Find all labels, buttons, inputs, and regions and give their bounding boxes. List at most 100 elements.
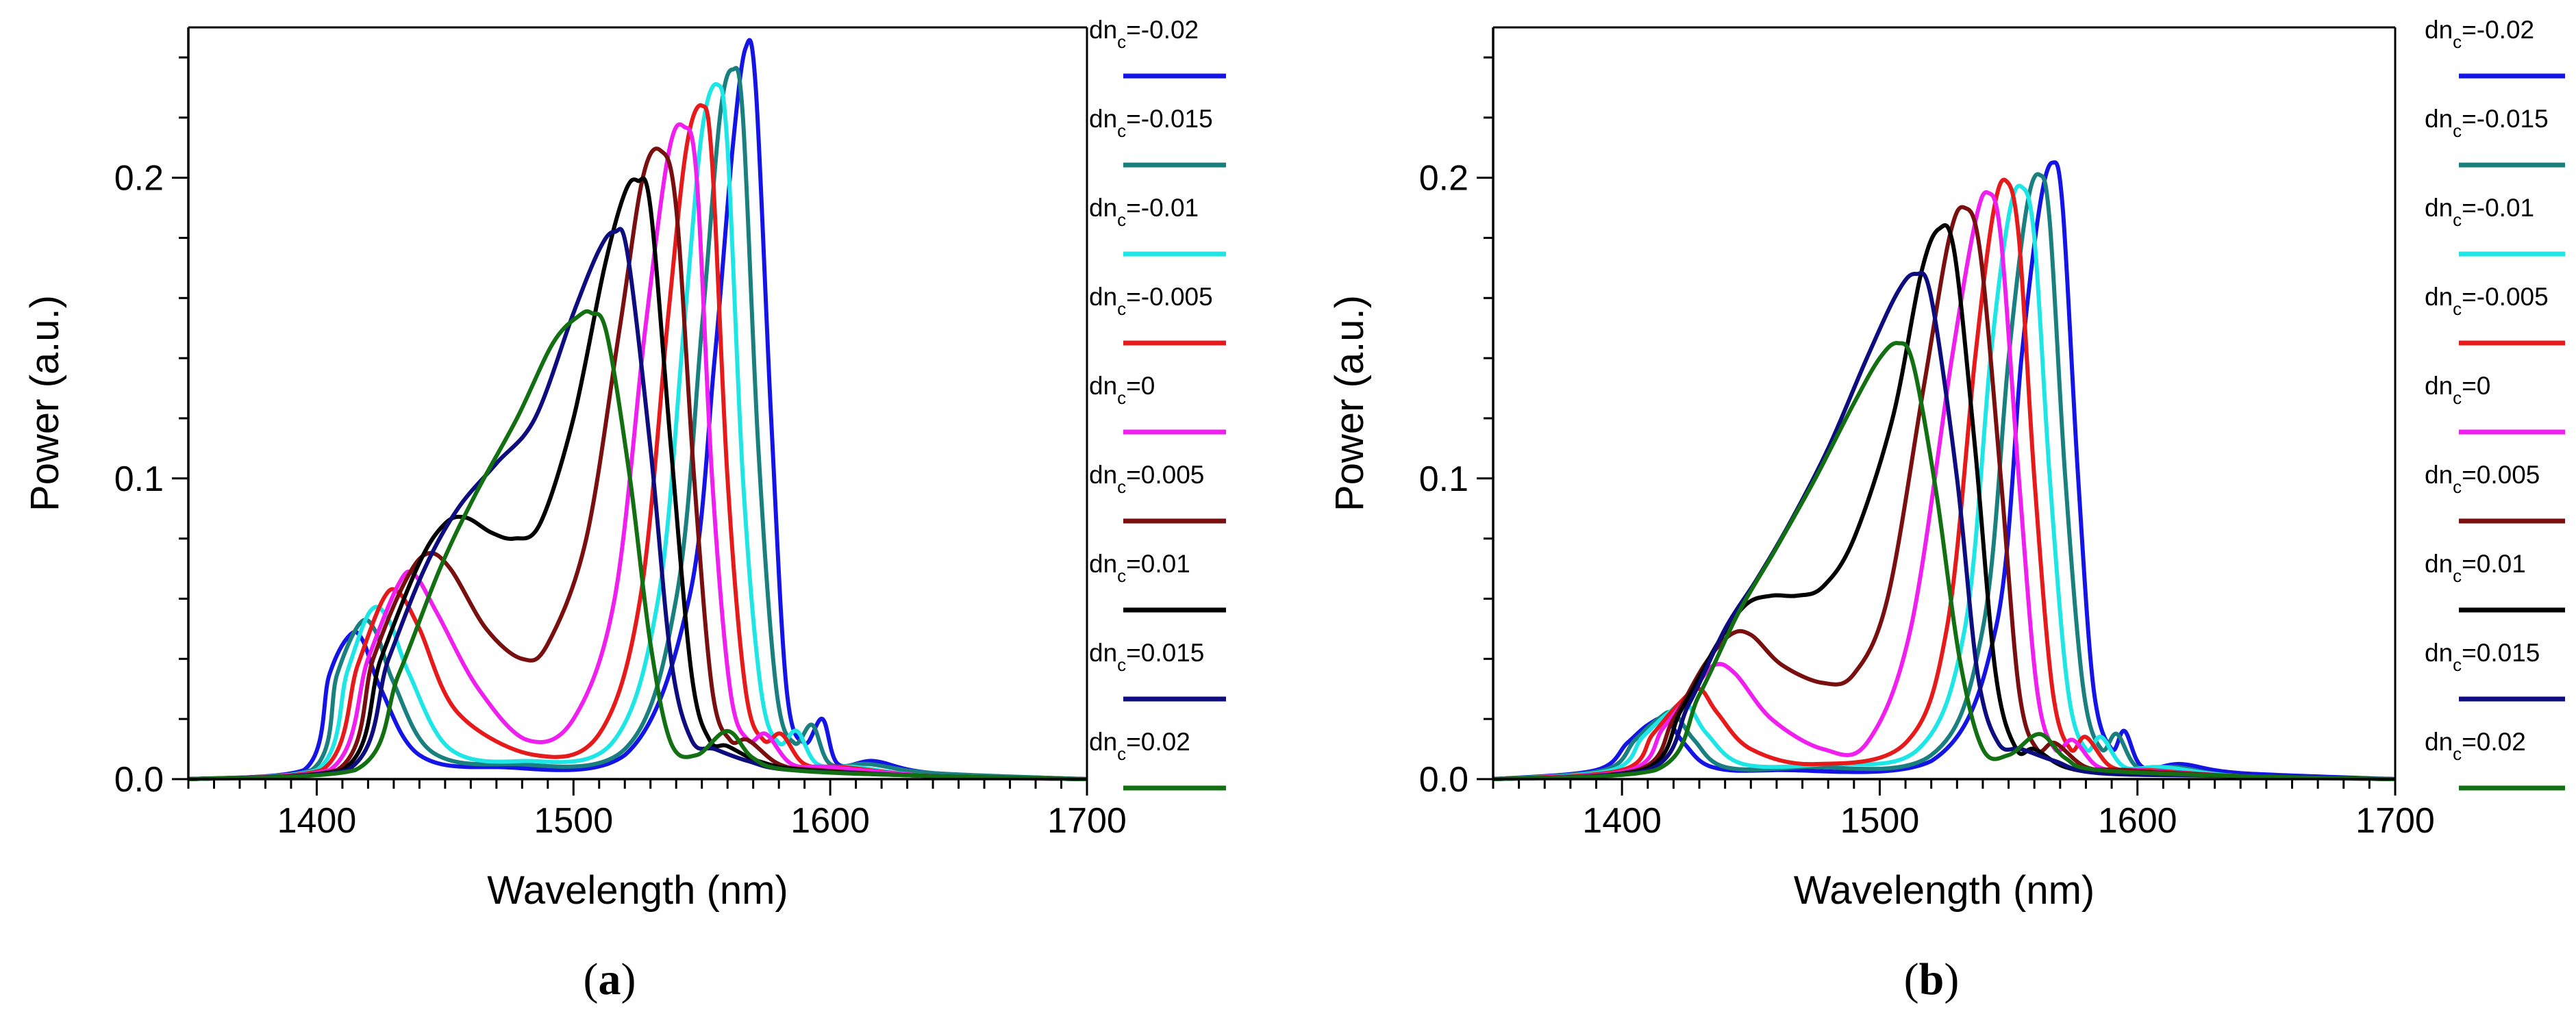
axes: 1400 1500 1600 1700 0.0 0.1 0.2	[114, 26, 1127, 841]
y-tick-label: 0.0	[1419, 760, 1468, 800]
x-tick-label: 1400	[1582, 801, 1662, 841]
legend: dnc=-0.02dnc=-0.015dnc=-0.01dnc=-0.005dn…	[2425, 16, 2565, 791]
legend: dnc=-0.02dnc=-0.015dnc=-0.01dnc=-0.005dn…	[1089, 16, 1226, 791]
legend-label: dnc=0.02	[2425, 728, 2526, 764]
legend-label-subscript: c	[2453, 120, 2462, 141]
legend-label-base: dn	[1089, 16, 1117, 44]
series-line-8	[188, 309, 1088, 781]
x-tick-label: 1400	[277, 801, 357, 841]
panel-label: (a)	[584, 954, 636, 1004]
legend-label-base: dn	[1089, 639, 1117, 667]
legend-label-base: dn	[1089, 194, 1117, 222]
legend-label-value: =-0.015	[1126, 105, 1213, 133]
panel-label-letter: a	[599, 954, 621, 1004]
x-tick-label: 1700	[2355, 801, 2435, 841]
y-tick-label: 0.1	[1419, 459, 1468, 499]
legend-label-subscript: c	[2453, 744, 2462, 764]
series-line-4	[188, 122, 1088, 781]
legend-label-base: dn	[1089, 105, 1117, 133]
legend-label-subscript: c	[2453, 477, 2462, 497]
series-group	[1492, 160, 2396, 781]
legend-label-value: =0.02	[1126, 728, 1190, 756]
legend-label-subscript: c	[2453, 655, 2462, 675]
legend-label-value: =-0.01	[2462, 194, 2534, 222]
legend-label: dnc=0.005	[2425, 461, 2540, 497]
legend-label-value: =0	[2462, 372, 2490, 400]
x-axis-title: Wavelength (nm)	[487, 868, 788, 913]
y-axis-title: Power (a.u.)	[23, 295, 67, 511]
legend-label-base: dn	[1089, 550, 1117, 578]
legend-label-subscript: c	[1117, 31, 1126, 52]
series-line-4	[1492, 190, 2396, 781]
legend-label: dnc=0.015	[2425, 639, 2540, 675]
legend-label: dnc=-0.01	[1089, 194, 1199, 230]
legend-label-subscript: c	[2453, 209, 2462, 230]
legend-label: dnc=-0.015	[1089, 105, 1213, 141]
legend-label-value: =0.01	[2462, 550, 2526, 578]
legend-label-value: =0	[1126, 372, 1155, 400]
panel-label: (b)	[1904, 954, 1960, 1004]
y-tick-label: 0.0	[114, 760, 164, 800]
legend-label-value: =0.02	[2462, 728, 2526, 756]
legend-label-value: =-0.02	[2462, 16, 2534, 44]
legend-label-base: dn	[2425, 461, 2453, 489]
legend-label-value: =0.005	[2462, 461, 2540, 489]
legend-label-base: dn	[2425, 728, 2453, 756]
legend-label-value: =0.005	[1126, 461, 1204, 489]
legend-label-subscript: c	[2453, 299, 2462, 319]
legend-label-subscript: c	[2453, 388, 2462, 408]
x-tick-label: 1500	[534, 801, 613, 841]
legend-label: dnc=-0.02	[2425, 16, 2534, 52]
legend-label-value: =-0.015	[2462, 105, 2549, 133]
legend-label: dnc=-0.015	[2425, 105, 2549, 141]
legend-label-base: dn	[2425, 283, 2453, 311]
series-line-0	[188, 38, 1088, 781]
legend-label-base: dn	[2425, 372, 2453, 400]
legend-label-value: =-0.01	[1126, 194, 1199, 222]
x-tick-label: 1600	[2098, 801, 2177, 841]
legend-label-value: =0.015	[1126, 639, 1204, 667]
x-tick-label: 1500	[1840, 801, 1920, 841]
x-tick-label: 1700	[1047, 801, 1127, 841]
series-line-6	[188, 176, 1088, 781]
legend-label-base: dn	[1089, 283, 1117, 311]
legend-label-subscript: c	[1117, 477, 1126, 497]
legend-label: dnc=0	[2425, 372, 2490, 408]
legend-label-value: =-0.005	[1126, 283, 1213, 311]
chart-panel-a: 1400 1500 1600 1700 0.0 0.1 0.2 Wavelength (nm)…	[23, 16, 1226, 1004]
series-line-2	[188, 81, 1088, 781]
series-line-8	[1492, 341, 2396, 781]
legend-label-subscript: c	[1117, 744, 1126, 764]
series-line-1	[188, 66, 1088, 781]
legend-label-subscript: c	[1117, 120, 1126, 141]
series-line-3	[1492, 177, 2396, 781]
axes: 1400 1500 1600 1700 0.0 0.1 0.2	[1419, 26, 2435, 841]
legend-label-base: dn	[1089, 728, 1117, 756]
legend-label-base: dn	[2425, 639, 2453, 667]
legend-label-base: dn	[2425, 105, 2453, 133]
legend-label-subscript: c	[1117, 388, 1126, 408]
series-line-3	[188, 103, 1088, 781]
legend-label-subscript: c	[2453, 31, 2462, 52]
series-line-6	[1492, 223, 2396, 781]
series-group	[188, 38, 1088, 781]
x-axis-title: Wavelength (nm)	[1794, 868, 2094, 913]
legend-label-subscript: c	[1117, 299, 1126, 319]
legend-label: dnc=-0.01	[2425, 194, 2534, 230]
series-line-5	[1492, 205, 2396, 781]
legend-label: dnc=0.01	[1089, 550, 1190, 586]
series-line-5	[188, 147, 1088, 781]
y-tick-label: 0.1	[114, 459, 164, 499]
legend-label: dnc=0	[1089, 372, 1155, 408]
legend-label-subscript: c	[1117, 655, 1126, 675]
x-tick-label: 1600	[790, 801, 870, 841]
legend-label-subscript: c	[1117, 566, 1126, 586]
legend-label-base: dn	[2425, 550, 2453, 578]
legend-label-base: dn	[1089, 372, 1117, 400]
legend-label: dnc=0.015	[1089, 639, 1204, 675]
legend-label: dnc=0.01	[2425, 550, 2526, 586]
legend-label-value: =0.015	[2462, 639, 2540, 667]
legend-label: dnc=0.02	[1089, 728, 1190, 764]
legend-label: dnc=-0.02	[1089, 16, 1199, 52]
